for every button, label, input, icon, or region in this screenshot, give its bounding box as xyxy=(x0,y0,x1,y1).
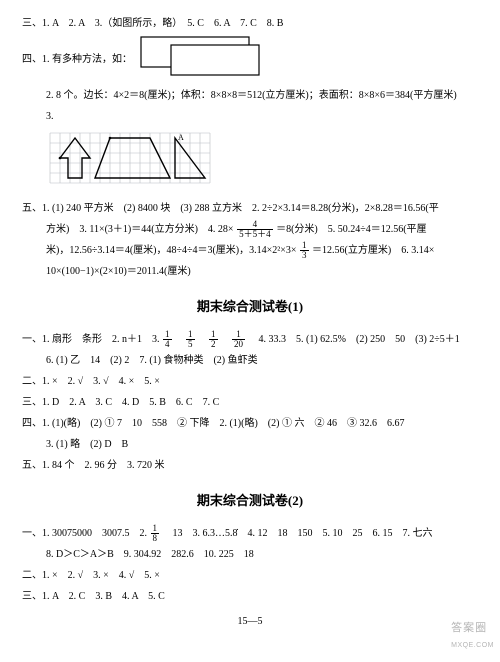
sec5-l1b-before: 方米) 3. 11×(3＋1)＝44(立方分米) 4. 28× xyxy=(46,224,234,235)
watermark: 答案圈 MXQE.COM xyxy=(451,618,494,652)
section-3-line: 三、1. A 2. A 3.（如图所示，略） 5. C 6. A 7. C 8.… xyxy=(22,14,478,33)
t2-line-2: 8. D＞C＞A＞B 9. 304.92 282.6 10. 225 18 xyxy=(22,545,478,564)
section-4-line-3: 3. xyxy=(22,107,478,126)
watermark-main: 答案圈 xyxy=(451,622,487,634)
t2-l1-before: 一、1. 30075000 3007.5 2. xyxy=(22,528,150,539)
fraction-1-3: 13 xyxy=(300,241,309,260)
sec5-l1b-after: ＝8(分米) 5. 50.24÷4＝12.56(平厘 xyxy=(276,224,426,235)
title-test-2: 期末综合测试卷(2) xyxy=(22,489,478,514)
sec5-l1c-before: 米)，12.56÷3.14＝4(厘米)，48÷4÷4＝3(厘米)，3.14×2²… xyxy=(46,245,297,256)
frac-1-5: 15 xyxy=(186,330,195,349)
overlapping-rects-figure xyxy=(135,35,265,84)
t1-line-2: 6. (1) 乙 14 (2) 2 7. (1) 食物种类 (2) 鱼虾类 xyxy=(22,351,478,370)
sec5-l1c-after: ＝12.56(立方厘米) 6. 3.14× xyxy=(312,245,434,256)
t1-line-7: 五、1. 84 个 2. 96 分 3. 720 米 xyxy=(22,456,478,475)
page-number: 15—5 xyxy=(22,612,478,631)
frac-1-4: 14 xyxy=(163,330,172,349)
section-5-line-b: 方米) 3. 11×(3＋1)＝44(立方分米) 4. 28× 45＋5＋4 ＝… xyxy=(22,220,478,239)
fraction-4-over-sum: 45＋5＋4 xyxy=(237,220,273,239)
t1-line-5: 四、1. (1)(略) (2) ① 7 10 558 ② 下降 2. (1)(略… xyxy=(22,414,478,433)
section-4-line-1: 四、1. 有多种方法，如： xyxy=(22,35,478,84)
t1-l1-after: 4. 33.3 5. (1) 62.5% (2) 250 50 (3) 2÷5＋… xyxy=(249,334,460,345)
t1-line-6: 3. (1) 略 (2) D B xyxy=(22,435,478,454)
title-test-1: 期末综合测试卷(1) xyxy=(22,295,478,320)
section-5-line-d: 10×(100−1)×(2×10)＝2011.4(厘米) xyxy=(22,262,478,281)
sec4-l3-prefix: 3. xyxy=(46,111,54,122)
frac-1-2: 12 xyxy=(209,330,218,349)
sec4-l1-text: 四、1. 有多种方法，如： xyxy=(22,54,132,65)
grid-figure: A xyxy=(40,128,220,190)
t1-line-1: 一、1. 扇形 条形 2. n＋1 3. 14 15 12 120 4. 33.… xyxy=(22,330,478,349)
section-4-line-2: 2. 8 个。边长：4×2＝8(厘米)；体积：8×8×8＝512(立方厘米)；表… xyxy=(22,86,478,105)
svg-text:A: A xyxy=(178,133,184,142)
t2-line-1: 一、1. 30075000 3007.5 2. 18 13 3. 6.3…5.8… xyxy=(22,524,478,543)
frac-1-20: 120 xyxy=(232,330,245,349)
t1-line-3: 二、1. × 2. √ 3. √ 4. × 5. × xyxy=(22,372,478,391)
t2-line-3: 二、1. × 2. √ 3. × 4. √ 5. × xyxy=(22,566,478,585)
t1-line-4: 三、1. D 2. A 3. C 4. D 5. B 6. C 7. C xyxy=(22,393,478,412)
section-5-line-c: 米)，12.56÷3.14＝4(厘米)，48÷4÷4＝3(厘米)，3.14×2²… xyxy=(22,241,478,260)
section-5-line-a: 五、1. (1) 240 平方米 (2) 8400 块 (3) 288 立方米 … xyxy=(22,199,478,218)
frac-1-8: 18 xyxy=(151,524,160,543)
t2-line-4: 三、1. A 2. C 3. B 4. A 5. C xyxy=(22,587,478,606)
t2-l1-after: 13 3. 6.3…5.8̇ 4. 12 18 150 5. 10 25 6. … xyxy=(163,528,433,539)
t1-l1-before: 一、1. 扇形 条形 2. n＋1 3. xyxy=(22,334,162,345)
grid-figure-container: A xyxy=(22,128,478,197)
watermark-sub: MXQE.COM xyxy=(451,639,494,652)
